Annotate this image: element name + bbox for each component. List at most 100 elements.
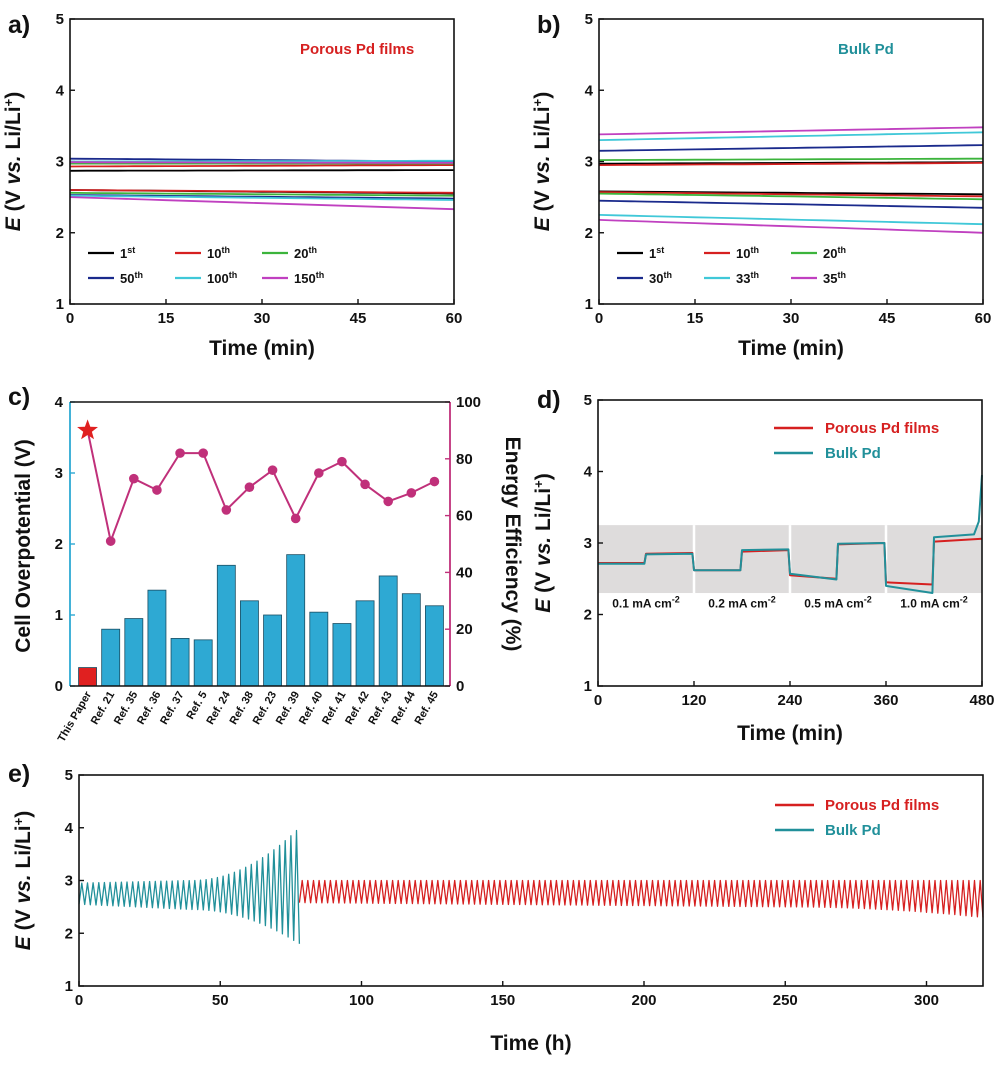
x-tick-label: 45 — [350, 310, 367, 327]
panel-label: e) — [8, 760, 30, 788]
bar-ref-24 — [216, 564, 236, 687]
y-right-tick-label: 100 — [456, 394, 481, 411]
bar-ref-43 — [378, 575, 398, 687]
x-tick-label: 240 — [777, 692, 802, 709]
y-left-tick-label: 4 — [55, 394, 64, 411]
y-tick-label: 4 — [65, 820, 74, 837]
efficiency-point — [244, 482, 255, 493]
efficiency-point — [314, 468, 324, 478]
legend-label: 1st — [120, 245, 135, 261]
x-tick-label: 200 — [631, 992, 656, 1009]
y-right-axis-label: Energy Efficiency (%) — [501, 437, 524, 652]
series-10-charge-line — [598, 162, 984, 166]
efficiency-point — [152, 485, 162, 495]
series-1-discharge-line — [598, 190, 984, 196]
legend-label: Bulk Pd — [825, 822, 881, 839]
bar-ref-23 — [263, 614, 282, 687]
y-tick-label: 2 — [56, 225, 64, 242]
series-bulk-pd-line — [78, 829, 301, 944]
legend-label: 35th — [823, 270, 846, 286]
bar-ref-40 — [309, 611, 329, 687]
efficiency-point — [267, 465, 278, 475]
y-left-tick-label: 1 — [55, 607, 63, 624]
series-20-charge-line — [598, 157, 983, 161]
x-tick-label: 0 — [594, 692, 602, 709]
bar-ref-37 — [170, 638, 190, 687]
panel-e: e) 0 50 100 150 200 250 300 1 2 3 4 5 Porous Pd films… — [8, 760, 984, 1055]
bar-ref-42 — [355, 600, 375, 687]
y-tick-label: 3 — [585, 154, 593, 171]
y-tick-label: 2 — [584, 607, 592, 624]
y-axis-label: E (V vs. Li/Li+) — [11, 811, 36, 950]
series-10-charge-line — [69, 164, 454, 168]
series-30-charge-line — [598, 144, 984, 152]
legend-label: 20th — [823, 245, 846, 261]
bar-ref-41 — [332, 623, 352, 687]
legend-label: 10th — [207, 245, 230, 261]
efficiency-point — [221, 505, 232, 515]
x-tick-label: 15 — [687, 310, 704, 327]
y-axis-label: E (V vs. Li/Li+) — [531, 473, 556, 612]
series-10-discharge-line — [69, 189, 455, 194]
x-axis-label: Time (min) — [209, 337, 315, 360]
y-axis-label: E (V vs. Li/Li+) — [530, 92, 555, 231]
bar-ref-38 — [240, 600, 259, 687]
bar-ref-39 — [286, 554, 306, 687]
series-150-charge-line — [70, 161, 454, 164]
x-axis-label: Time (h) — [490, 1032, 571, 1055]
x-tick-label: 250 — [773, 992, 798, 1009]
x-tick-label: 60 — [975, 310, 992, 327]
y-tick-label: 1 — [65, 978, 73, 995]
bar-ref-5 — [193, 639, 213, 687]
y-right-tick-label: 80 — [456, 451, 473, 468]
y-tick-label: 4 — [585, 82, 594, 99]
series-bulk-pd-line — [598, 475, 983, 594]
current-density-label: 0.5 mA cm-2 — [804, 594, 872, 610]
series-35-charge-line — [598, 126, 984, 136]
legend-label: 33th — [736, 270, 759, 286]
y-right-tick-label: 40 — [456, 564, 473, 581]
legend-label: 50th — [120, 270, 143, 286]
x-tick-label: 30 — [783, 310, 800, 327]
series-150-discharge-line — [69, 196, 455, 211]
legend-label: 1st — [649, 245, 664, 261]
bar-this-paper — [78, 667, 97, 687]
y-tick-label: 3 — [65, 873, 73, 890]
panel-title: Bulk Pd — [838, 41, 894, 58]
y-right-tick-label: 20 — [456, 621, 473, 638]
plot-frame — [598, 18, 984, 305]
efficiency-line — [86, 430, 435, 543]
legend-label: Bulk Pd — [825, 445, 881, 462]
x-tick-label: 120 — [681, 692, 706, 709]
efficiency-point — [129, 473, 139, 484]
panel-label: a) — [8, 11, 30, 39]
x-tick-label: 300 — [914, 992, 939, 1009]
series-1-charge-line — [69, 169, 454, 172]
series-30-discharge-line — [598, 199, 984, 209]
panel-d: d) 0 120 240 360 480 1 2 3 4 5 0.1 mA cm-2 0.2 mA cm… — [531, 386, 995, 745]
y-left-tick-label: 0 — [55, 678, 63, 695]
x-tick-label: 15 — [158, 310, 175, 327]
y-tick-label: 5 — [585, 11, 593, 28]
y-tick-label: 3 — [584, 535, 592, 552]
y-right-tick-label: 60 — [456, 508, 473, 525]
y-left-axis-label: Cell Overpotential (V) — [12, 439, 35, 653]
y-tick-label: 5 — [56, 11, 64, 28]
efficiency-point — [406, 488, 417, 498]
x-tick-label: 60 — [446, 310, 463, 327]
series-20-discharge-line — [69, 191, 455, 197]
x-tick-label: 45 — [879, 310, 896, 327]
efficiency-point — [175, 448, 185, 458]
efficiency-point — [429, 476, 440, 487]
series-porous-pd-films-line — [298, 879, 984, 918]
x-axis-label: Time (min) — [738, 337, 844, 360]
legend-label: 20th — [294, 245, 317, 261]
panel-label: d) — [537, 386, 561, 414]
efficiency-point — [383, 496, 393, 507]
panel-title: Porous Pd films — [300, 41, 414, 58]
x-tick-label: 50 — [212, 992, 229, 1009]
efficiency-point — [290, 513, 301, 524]
legend-label: 100th — [207, 270, 237, 286]
